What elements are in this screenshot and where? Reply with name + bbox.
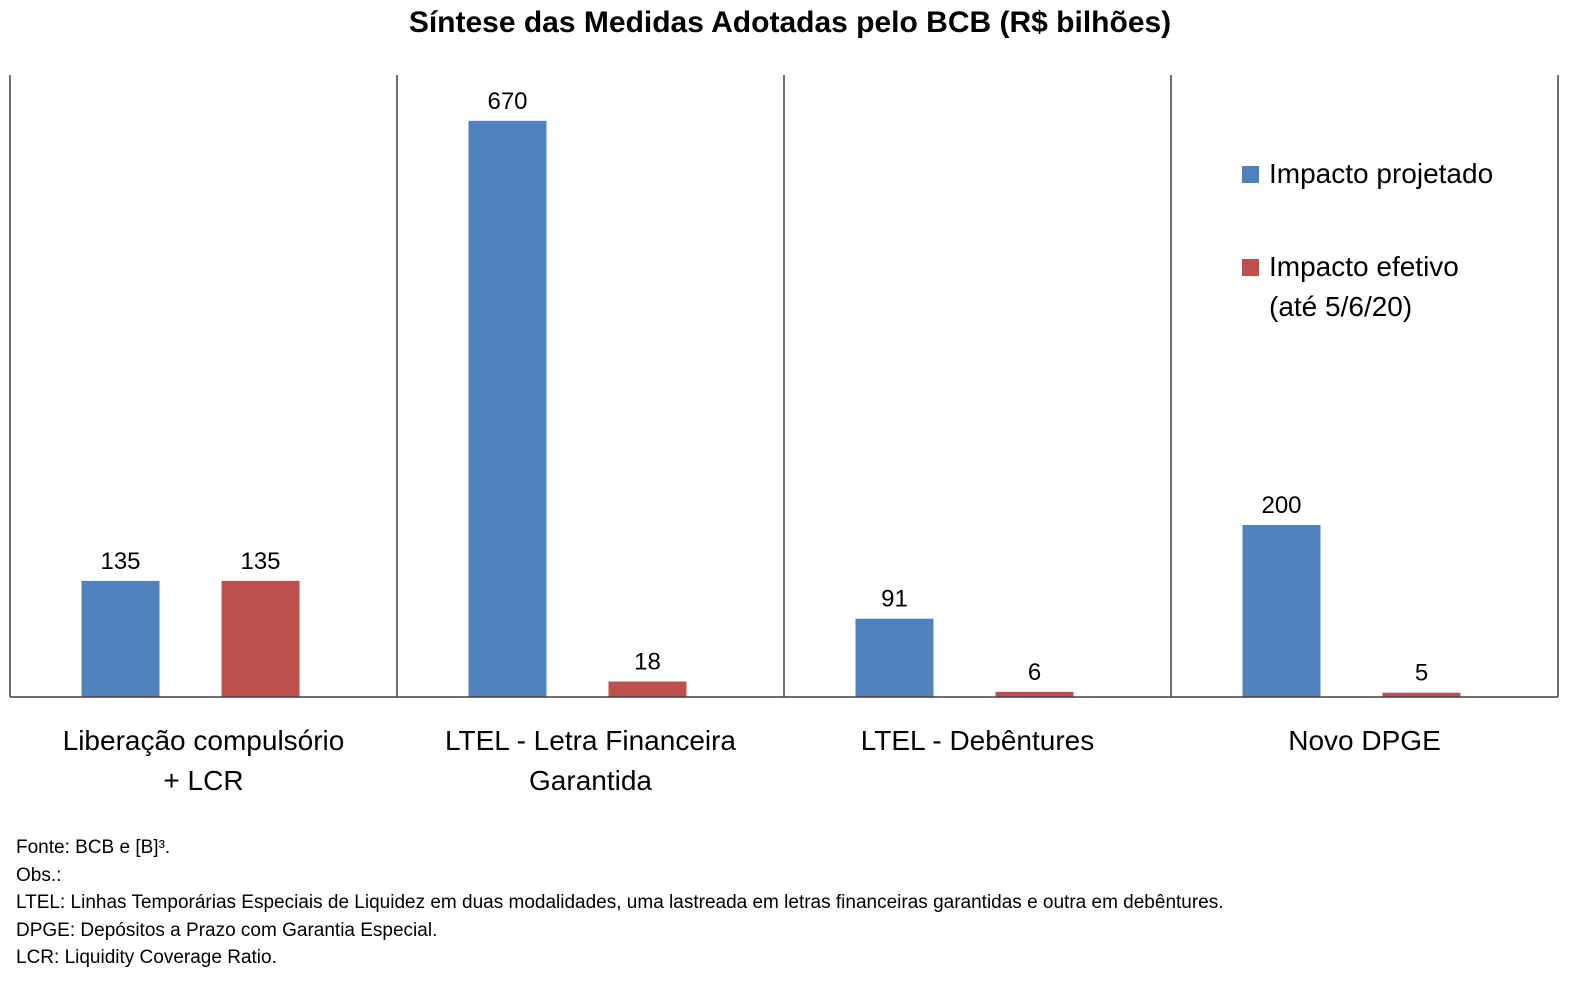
- bar-projetado-1: [468, 120, 547, 698]
- note-source: Fonte: BCB e [B]³.: [16, 837, 171, 858]
- bar-efetivo-0: [221, 580, 300, 697]
- category-label-1-line-1: Garantida: [529, 765, 652, 796]
- bar-projetado-3: [1242, 525, 1321, 697]
- data-label-efetivo-0: 135: [240, 548, 280, 575]
- category-label-2-line-0: LTEL - Debêntures: [861, 725, 1094, 756]
- category-label-0-line-1: + LCR: [163, 765, 243, 796]
- legend-label-projetado: Impacto projetado: [1269, 158, 1494, 189]
- bar-efetivo-2: [995, 691, 1074, 697]
- chart-notes: Fonte: BCB e [B]³. Obs.: LTEL: Linhas Te…: [16, 834, 1224, 972]
- legend-item-projetado: Impacto projetado: [1242, 154, 1494, 194]
- bar-efetivo-3: [1382, 692, 1461, 697]
- note-lcr: LCR: Liquidity Coverage Ratio.: [16, 947, 277, 968]
- legend-item-efetivo: Impacto efetivo (até 5/6/20): [1242, 247, 1459, 327]
- category-label-3-line-0: Novo DPGE: [1288, 725, 1441, 756]
- legend-swatch-projetado: [1242, 166, 1259, 183]
- data-label-projetado-1: 670: [487, 88, 527, 115]
- category-label-1-line-0: LTEL - Letra Financeira: [445, 725, 736, 756]
- legend-label-efetivo-line1: Impacto efetivo: [1269, 251, 1459, 282]
- note-dpge: DPGE: Depósitos a Prazo com Garantia Esp…: [16, 919, 438, 941]
- category-label-0-line-0: Liberação compulsório: [63, 725, 345, 756]
- bar-projetado-2: [855, 618, 934, 697]
- note-obs: Obs.:: [16, 864, 62, 886]
- bar-projetado-0: [81, 580, 160, 697]
- data-label-projetado-2: 91: [881, 586, 908, 613]
- bar-efetivo-1: [608, 681, 687, 697]
- chart-title: Síntese das Medidas Adotadas pelo BCB (R…: [408, 6, 1172, 39]
- legend-swatch-efetivo: [1242, 259, 1259, 276]
- data-label-efetivo-3: 5: [1415, 660, 1428, 687]
- note-ltel: LTEL: Linhas Temporárias Especiais de Li…: [16, 892, 1224, 913]
- data-label-projetado-3: 200: [1261, 492, 1301, 519]
- data-label-projetado-0: 135: [100, 548, 140, 575]
- data-label-efetivo-1: 18: [634, 649, 661, 676]
- data-label-efetivo-2: 6: [1028, 659, 1041, 686]
- legend-label-efetivo-line2: (até 5/6/20): [1269, 291, 1413, 322]
